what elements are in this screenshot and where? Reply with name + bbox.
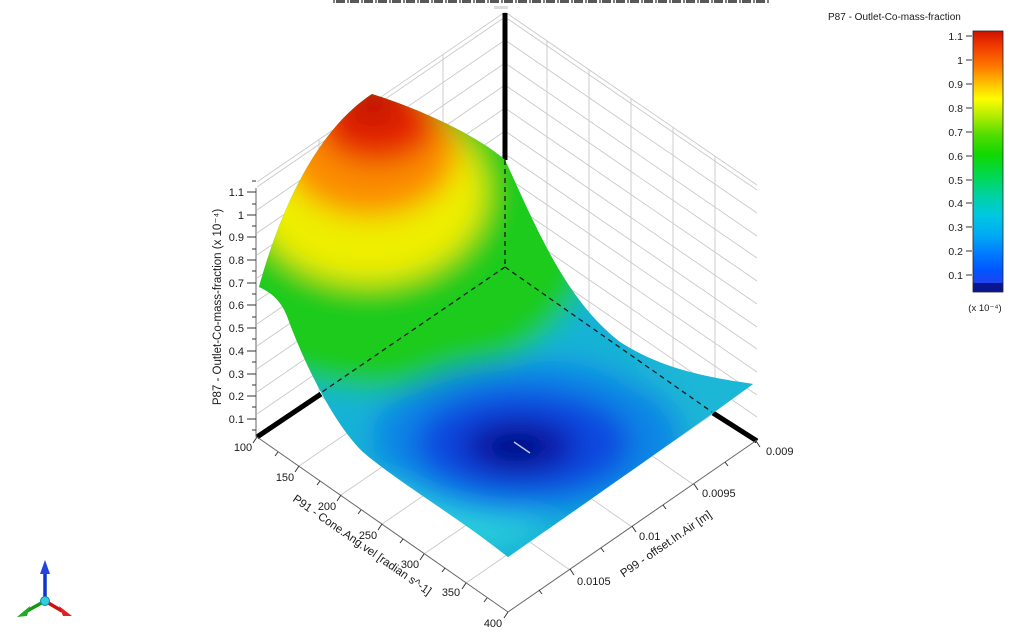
orientation-triad[interactable]: [17, 560, 72, 617]
legend-tick-label: 0.2: [948, 246, 963, 258]
y-axis-title: P99 - offset.In.Air [m]: [619, 509, 715, 580]
legend-title: P87 - Outlet-Co-mass-fraction: [828, 12, 961, 23]
legend-tick-label: 0.3: [948, 222, 963, 234]
x-tick-label: 150: [276, 472, 294, 484]
z-tick-label: 0.6: [229, 300, 244, 312]
z-tick-label: 0.8: [229, 255, 244, 267]
box-axis-edges: [255, 13, 759, 444]
triad-origin-sphere: [40, 596, 50, 606]
legend-tick-label: 0.8: [948, 103, 963, 115]
z-tick-label: 0.2: [229, 391, 244, 403]
surface-min-point-marker: [513, 441, 531, 454]
y-axis-tick-labels: 0.009 0.0095 0.01 0.0105: [577, 446, 794, 588]
z-axis-title: P87 - Outlet-Co-mass-fraction (x 10⁻⁴): [212, 209, 224, 406]
legend-tick-label: 0.6: [948, 151, 963, 163]
triad-y-arrowhead-icon: [17, 606, 30, 617]
y-tick-label: 0.009: [766, 446, 794, 458]
legend-tick-label: 1: [957, 55, 963, 67]
legend-tick-label: 1.1: [948, 31, 963, 43]
z-tick-label: 0.1: [229, 414, 244, 426]
y-tick-label: 0.01: [639, 531, 660, 543]
colorbar-tick-labels: 1.1 1 0.9 0.8 0.7 0.6 0.5 0.4 0.3 0.2 0.…: [948, 31, 963, 282]
z-tick-label: 1: [238, 210, 244, 222]
x-tick-label: 400: [484, 618, 502, 630]
z-axis-tick-labels: 1.1 1 0.9 0.8 0.7 0.6 0.5 0.4 0.3 0.2 0.…: [229, 187, 244, 426]
legend-tick-label: 0.7: [948, 127, 963, 139]
z-tick-label: 0.4: [229, 346, 244, 358]
z-tick-label: 0.7: [229, 278, 244, 290]
colorbar-min-cap: [973, 283, 1003, 292]
legend-tick-label: 0.4: [948, 198, 963, 210]
x-axis-title: P91 - Cone.Ang.vel [radian s^-1]: [290, 493, 433, 598]
z-tick-label: 0.9: [229, 232, 244, 244]
colorbar-gradient: [973, 31, 1003, 283]
legend-tick-label: 0.5: [948, 175, 963, 187]
colorbar-ticks: [966, 35, 972, 276]
tick-marks: [247, 180, 761, 619]
x-tick-label: 300: [401, 559, 419, 571]
y-tick-label: 0.0105: [577, 576, 611, 588]
x-tick-label: 100: [234, 442, 252, 454]
z-tick-label: 0.5: [229, 323, 244, 335]
x-tick-label: 350: [442, 587, 460, 599]
triad-z-arrowhead-icon: [40, 560, 50, 574]
legend-multiplier: (x 10⁻⁴): [968, 303, 1001, 314]
legend-tick-label: 0.9: [948, 79, 963, 91]
z-tick-label: 0.3: [229, 369, 244, 381]
hidden-box-edges-dashed: [321, 160, 713, 413]
colorbar-legend: P87 - Outlet-Co-mass-fraction 1.1 1 0.9 …: [828, 12, 1004, 314]
z-tick-label: 1.1: [229, 187, 244, 199]
y-tick-label: 0.0095: [702, 488, 736, 500]
legend-tick-label: 0.1: [948, 270, 963, 282]
x-tick-label: 250: [359, 530, 377, 542]
triad-x-arrowhead-icon: [59, 606, 72, 616]
x-tick-label: 200: [318, 501, 336, 513]
x-axis-tick-labels: 100 150 200 250 300 350 400: [234, 442, 502, 630]
clipped-title-strip: [333, 0, 769, 9]
